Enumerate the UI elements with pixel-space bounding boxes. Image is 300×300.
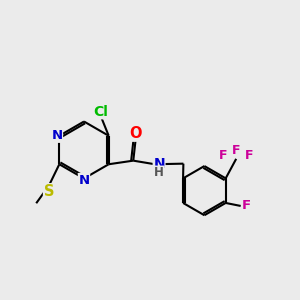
- Text: Cl: Cl: [93, 105, 108, 119]
- Text: N: N: [153, 157, 165, 171]
- Text: S: S: [44, 184, 54, 199]
- Text: O: O: [129, 126, 142, 141]
- Text: F: F: [244, 149, 253, 162]
- Text: N: N: [51, 129, 62, 142]
- Text: F: F: [219, 149, 228, 162]
- Text: F: F: [232, 144, 240, 157]
- Text: N: N: [78, 173, 90, 187]
- Text: F: F: [242, 200, 251, 212]
- Text: H: H: [154, 166, 164, 179]
